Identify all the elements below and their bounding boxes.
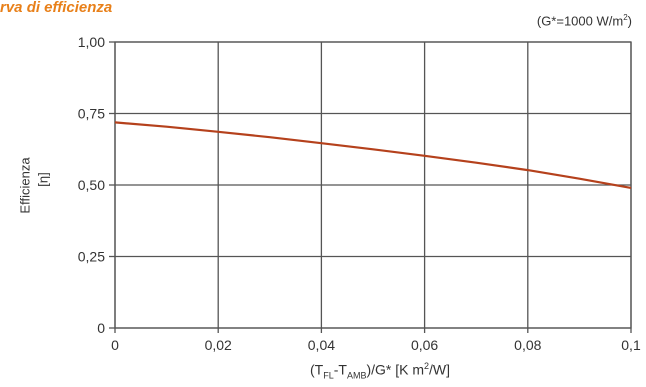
y-tick-label: 0 <box>97 320 105 336</box>
x-axis-label: (TFL-TAMB)/G* [K m2/W] <box>310 361 451 381</box>
axes <box>109 41 632 333</box>
grid-lines <box>114 41 632 329</box>
series-group <box>114 121 632 189</box>
y-tick-label: 1,00 <box>78 34 105 50</box>
x-tick-label: 0,04 <box>308 337 335 353</box>
x-tick-label: 0,06 <box>411 337 438 353</box>
y-tick-label: 0,75 <box>78 106 105 122</box>
y-tick-label: 0,50 <box>78 177 105 193</box>
x-tick-label: 0 <box>111 337 119 353</box>
y-axis-symbol: [η] <box>35 172 51 187</box>
y-tick-label: 0,25 <box>78 249 105 265</box>
x-tick-label: 0,1 <box>621 337 641 353</box>
plot-frame <box>114 41 632 329</box>
x-tick-label: 0,08 <box>514 337 541 353</box>
efficiency-curve <box>114 121 632 189</box>
test-condition-label: (G*=1000 W/m2) <box>536 13 632 29</box>
y-axis-label: Efficienza <box>17 157 33 214</box>
chart-title: rva di efficienza <box>0 0 113 16</box>
x-tick-label: 0,02 <box>205 337 232 353</box>
tick-labels: 0 0,02 0,04 0,06 0,08 0,1 0 0,25 0,50 0,75 1,00 <box>78 34 641 353</box>
